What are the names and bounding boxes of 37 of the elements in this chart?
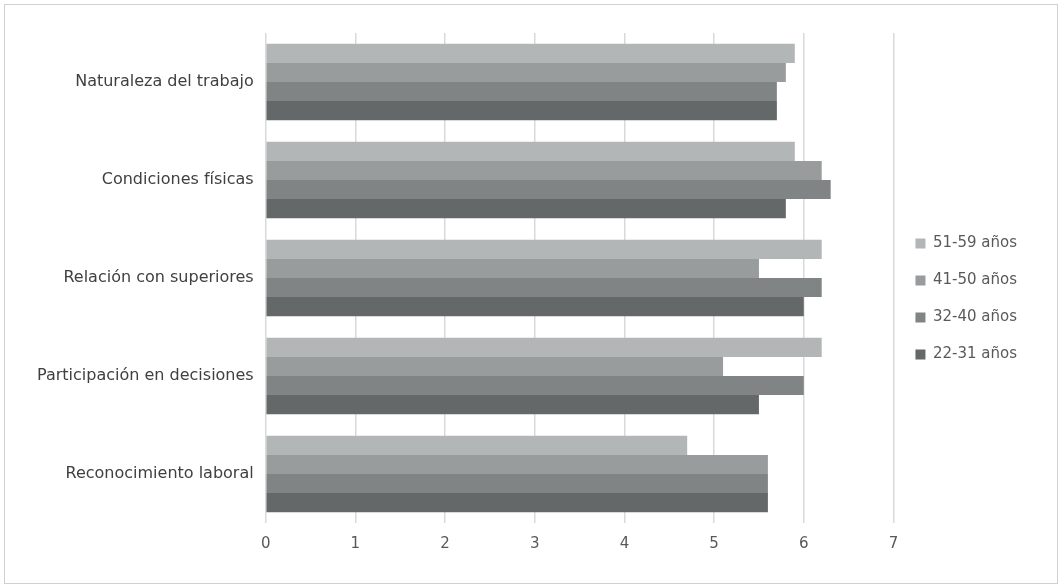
bar [266,493,768,513]
bar [266,435,688,455]
bar [266,356,724,376]
y-tick-label: Naturaleza del trabajo [75,71,254,91]
bar [266,297,804,317]
x-tick-label: 7 [888,533,899,552]
bar [266,474,768,494]
x-tick-label: 4 [619,533,630,552]
legend-label: 41-50 años [932,270,1018,289]
x-tick-label: 1 [350,533,361,552]
bar [266,395,759,415]
bar [266,258,759,278]
bar [266,43,795,63]
y-tick-label: Relación con superiores [63,267,254,287]
bar [266,337,822,357]
y-tick-label: Participación en decisiones [36,365,254,385]
x-tick-label: 5 [709,533,719,552]
bar [266,199,786,219]
x-tick-label: 3 [529,533,540,552]
bar [266,454,768,474]
bar [266,239,822,259]
bar [266,160,822,180]
legend-label: 22-31 años [932,344,1018,363]
bar [266,141,795,161]
x-tick-label: 6 [799,533,809,552]
x-tick-label: 2 [440,533,450,552]
bar [266,101,777,121]
bar [266,376,804,396]
bar [266,62,786,82]
legend-label: 32-40 años [932,307,1018,326]
bar [266,278,822,298]
bar [266,82,777,102]
x-tick-label: 0 [260,533,271,552]
legend-label: 51-59 años [932,233,1018,252]
y-tick-label: Condiciones físicas [101,169,254,189]
y-tick-label: Reconocimiento laboral [65,463,254,483]
bar [266,180,831,200]
